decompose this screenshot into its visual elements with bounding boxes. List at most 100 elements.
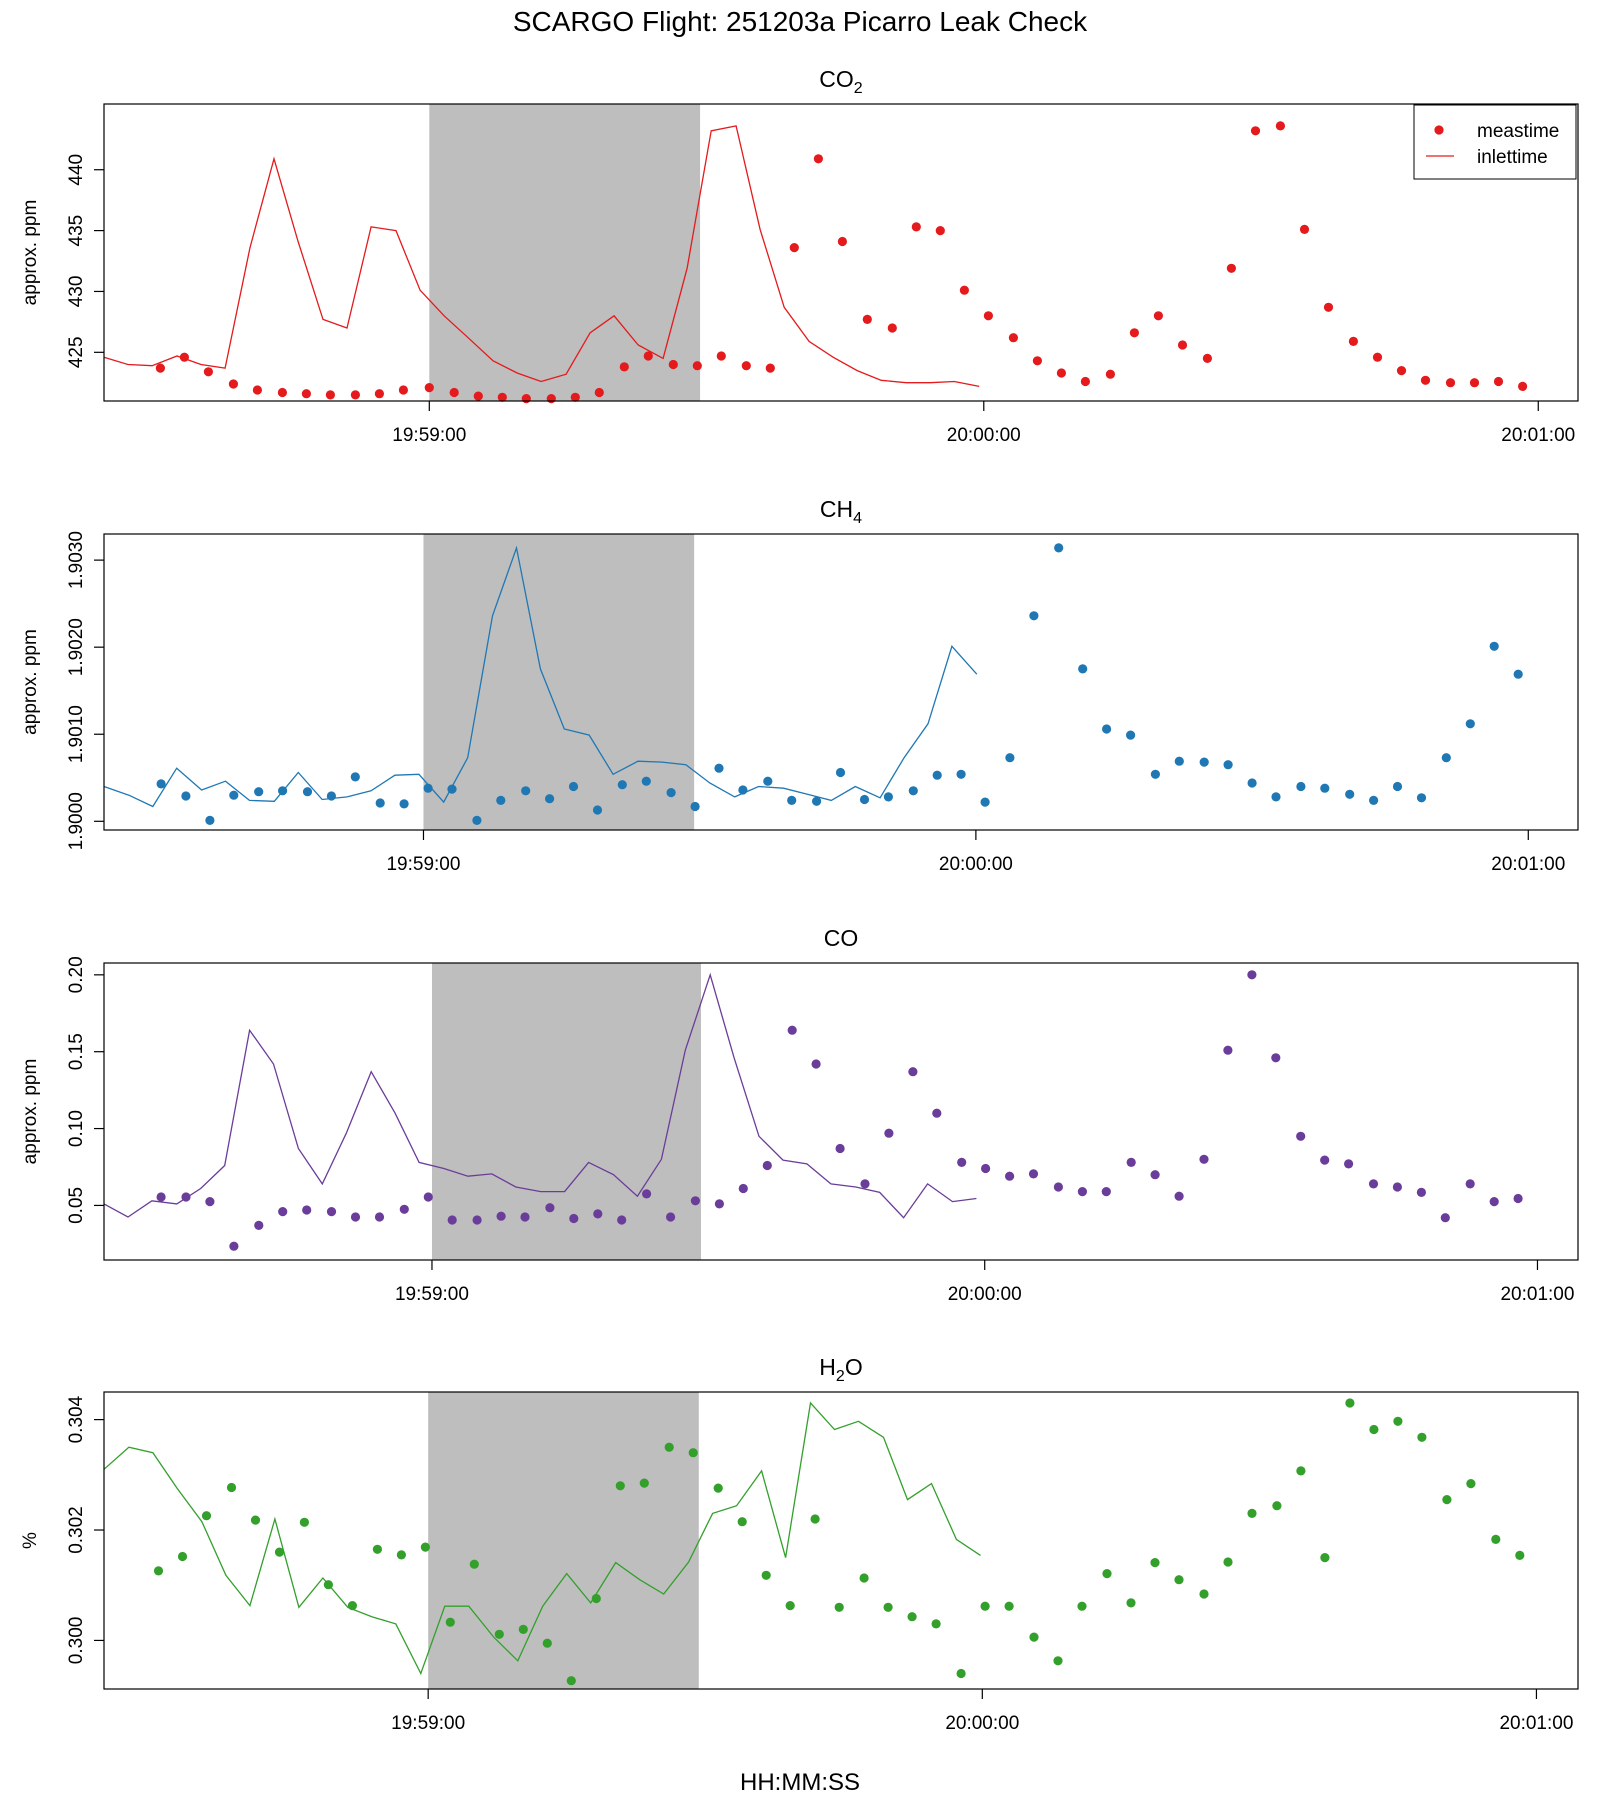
co-shaded-region [431,963,701,1260]
co-meastime-point [1126,1157,1136,1167]
co2-meastime-point [546,394,556,404]
ch4-meastime-point [763,776,773,786]
co-meastime-point [278,1207,288,1217]
h2o-meastime-point [445,1617,455,1627]
ch4-meastime-point [932,770,942,780]
co-meastime-point [787,1025,797,1035]
ch4-meastime-point [1005,753,1015,763]
h2o-meastime-point [299,1517,309,1527]
h2o-meastime-point [785,1601,795,1611]
ch4-meastime-point [883,792,894,802]
ch4-meastime-point [423,783,433,793]
co-plot-frame [103,962,1579,1261]
co-panel-title: CO [824,925,859,951]
h2o-meastime-point [1102,1569,1112,1579]
h2o-meastime-point [1077,1601,1087,1611]
h2o-shaded-region [428,1392,699,1689]
ch4-meastime-point [1441,753,1451,763]
co-meastime-point [1465,1179,1475,1189]
co2-inlettime-line [103,125,980,388]
co2-panel-title: CO2 [819,66,863,97]
co-meastime-point [447,1215,457,1225]
co2-y-axis-label: approx. ppm [20,200,41,306]
ch4-meastime-point [1369,795,1379,806]
h2o-y-tick-label: 0.300 [66,1617,87,1665]
co-meastime-point [374,1212,385,1222]
co-inlettime-line [103,972,977,1219]
co-meastime-point [1513,1193,1523,1204]
co2-meastime-point [252,385,262,395]
ch4-y-axis-label: approx. ppm [20,629,41,735]
co-meastime-point [302,1205,312,1215]
h2o-meastime-point [420,1542,430,1552]
co-meastime-point [666,1212,676,1222]
co2-panel: 19:59:00 20:00:00 20:01:00 425 430 435 440 appr… [20,66,1579,446]
co-meastime-point [1271,1053,1281,1063]
ch4-meastime-point [350,772,360,782]
co-meastime-point [156,1192,166,1202]
h2o-y-tick-label: 0.304 [66,1395,87,1443]
h2o-meastime-point [1296,1466,1306,1476]
co2-meastime-point [1493,376,1504,387]
co-meastime-point [254,1220,264,1230]
co-meastime-point [423,1192,433,1202]
co-meastime-point [932,1108,942,1118]
co-meastime-point [957,1157,967,1167]
co-meastime-point [205,1197,215,1207]
h2o-meastime-point [664,1442,674,1452]
h2o-meastime-point [615,1481,625,1491]
co2-meastime-point [668,359,678,370]
ch4-meastime-point [1247,778,1257,788]
h2o-meastime-point [907,1612,917,1622]
co2-meastime-point [789,243,799,253]
co2-y-tick-label: 425 [66,336,87,368]
co2-meastime-point [1348,336,1358,346]
co2-meastime-point [911,222,921,232]
h2o-meastime-point [1199,1589,1209,1599]
co2-x-tick-label: 19:59:00 [392,425,466,446]
co2-meastime-point [1177,340,1188,350]
co-meastime-point [1416,1187,1426,1197]
legend-point-swatch [1434,125,1444,135]
co2-meastime-point [983,311,994,321]
co-meastime-point [545,1203,555,1213]
co-meastime-point [908,1067,918,1077]
co2-meastime-point [398,385,408,395]
co2-meastime-point [521,394,531,404]
co-meastime-point [569,1213,579,1224]
co-meastime-point [1101,1187,1111,1197]
co-meastime-point [350,1212,361,1222]
h2o-meastime-point [931,1619,941,1629]
ch4-meastime-point [1174,756,1184,766]
co2-meastime-point [1396,366,1407,376]
co-meastime-point [1320,1155,1330,1165]
ch4-meastime-point [496,795,506,806]
co2-meastime-point [959,285,970,295]
co2-meastime-point [1445,378,1456,388]
ch4-meastime-point [302,787,313,797]
co2-meastime-point [1299,224,1310,234]
co-meastime-point [472,1215,482,1225]
h2o-plot-frame [103,1391,1579,1690]
h2o-meastime-point [372,1544,382,1554]
ch4-meastime-point [908,786,918,796]
h2o-meastime-point [494,1629,504,1639]
ch4-meastime-point [641,776,651,786]
h2o-meastime-point [1417,1432,1427,1442]
h2o-meastime-point [1223,1557,1233,1567]
h2o-meastime-point [153,1566,164,1576]
h2o-meastime-point [591,1593,601,1604]
ch4-shaded-region [423,534,695,830]
co-meastime-point [229,1241,239,1251]
co-meastime-point [1368,1179,1379,1189]
co2-meastime-point [594,387,604,398]
h2o-meastime-point [469,1559,479,1569]
co-meastime-point [617,1215,627,1225]
co-x-tick-label: 20:00:00 [948,1284,1022,1305]
co2-meastime-point [1105,369,1115,379]
co2-meastime-point [862,314,872,324]
co2-meastime-point [350,390,360,400]
h2o-meastime-point [1174,1575,1184,1585]
ch4-y-tick-label: 1.9020 [66,618,87,676]
co2-meastime-point [1420,375,1431,385]
